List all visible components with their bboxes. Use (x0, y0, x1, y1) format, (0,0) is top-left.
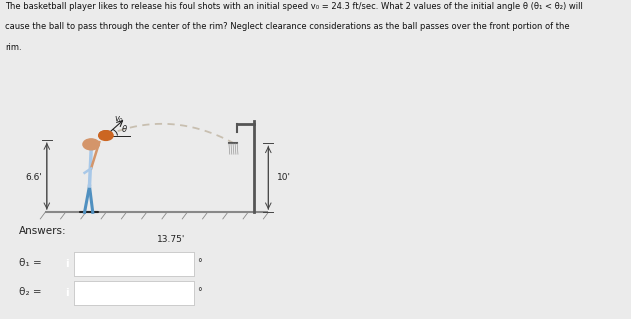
Text: 6.6': 6.6' (25, 173, 42, 182)
Circle shape (98, 131, 113, 140)
Circle shape (83, 139, 99, 150)
Text: cause the ball to pass through the center of the rim? Neglect clearance consider: cause the ball to pass through the cente… (5, 22, 570, 31)
Text: Answers:: Answers: (19, 226, 66, 236)
Text: $v_0$: $v_0$ (114, 114, 124, 125)
Text: $\theta$: $\theta$ (121, 123, 127, 134)
Text: °: ° (198, 287, 203, 297)
Text: rim.: rim. (5, 43, 21, 52)
Text: θ₂ =: θ₂ = (19, 287, 42, 297)
Text: The basketball player likes to release his foul shots with an initial speed v₀ =: The basketball player likes to release h… (5, 2, 583, 11)
Text: 13.75': 13.75' (156, 235, 185, 244)
Text: °: ° (198, 258, 203, 268)
Text: θ₁ =: θ₁ = (19, 258, 42, 268)
Text: i: i (65, 259, 69, 269)
Text: i: i (65, 288, 69, 298)
Text: 10': 10' (276, 173, 290, 182)
